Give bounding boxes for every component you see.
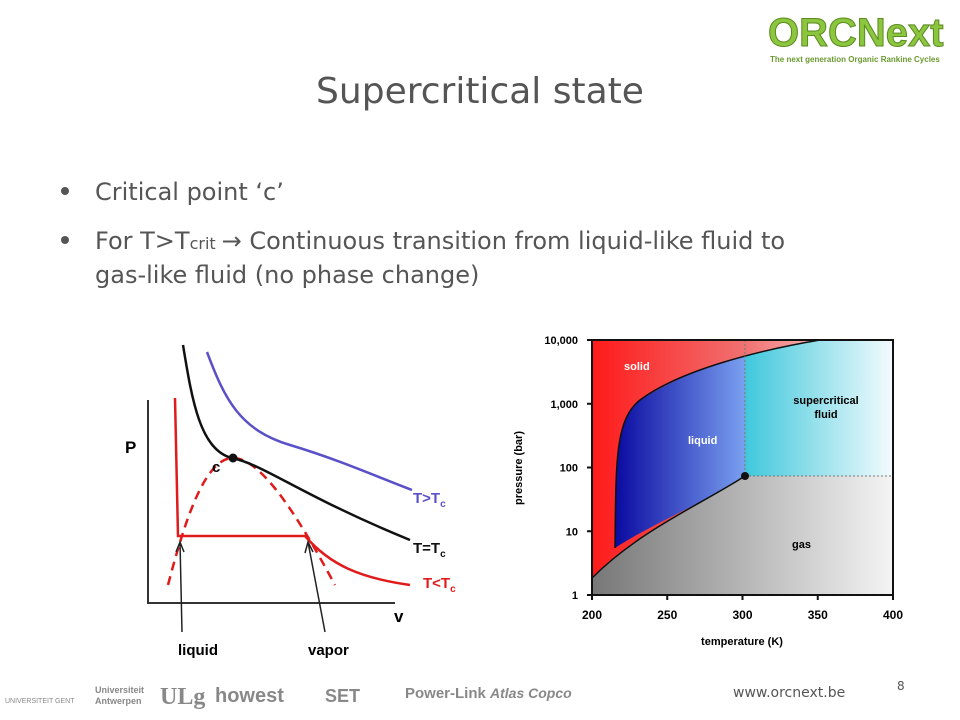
bullet-part: → Continuous transition from liquid-like… xyxy=(222,227,785,255)
arrow xyxy=(304,539,326,633)
bullet-dot xyxy=(61,187,69,195)
partner-logos: UNIVERSITEIT GENT Universiteit Antwerpen… xyxy=(5,684,572,710)
y-axis-label: P xyxy=(125,438,136,457)
x-tick-label: 350 xyxy=(808,608,828,622)
y-tick-label: 1 xyxy=(572,590,578,602)
subscript: crit xyxy=(190,234,216,253)
x-tick-label: 300 xyxy=(732,608,752,622)
arrow xyxy=(175,539,185,633)
melting-curve xyxy=(614,339,821,549)
x-tick-label: 400 xyxy=(883,608,903,622)
isotherm-above xyxy=(205,351,413,492)
curve-name: T=T xyxy=(413,540,440,557)
annotation: vapor xyxy=(308,642,349,659)
pv-diagram: P v c T>Tc T=Tc T<Tc liquid vapor xyxy=(125,344,456,659)
bullet-text: Critical point ‘c’ xyxy=(95,178,284,206)
slide-title: Supercritical state xyxy=(316,71,644,112)
x-axis-label: v xyxy=(394,607,404,626)
partner: Antwerpen xyxy=(95,696,142,706)
footer-url: www.orcnext.be xyxy=(733,685,845,701)
partner: ULg xyxy=(160,684,205,710)
partner: howest xyxy=(215,685,284,707)
curve-name: T>T xyxy=(413,490,440,507)
x-tick-label: 200 xyxy=(582,608,602,622)
bullet-part: For T>T xyxy=(95,227,190,255)
y-tick-label: 100 xyxy=(560,463,578,475)
curve-label: T<Tc xyxy=(423,575,456,595)
subscript: c xyxy=(440,549,446,560)
region-label: liquid xyxy=(688,435,717,447)
bullet-text: gas-like fluid (no phase change) xyxy=(95,261,479,289)
annotation: liquid xyxy=(178,642,218,659)
partner: Universiteit xyxy=(95,685,144,695)
partner: UNIVERSITEIT GENT xyxy=(5,698,75,705)
x-axis-label: temperature (K) xyxy=(701,636,783,648)
phase-diagram: solid liquid supercritical fluid gas tem… xyxy=(513,335,903,648)
bullet-list: Critical point ‘c’ For T>Tcrit → Continuo… xyxy=(61,178,785,289)
y-tick-label: 1,000 xyxy=(550,399,578,411)
subscript: c xyxy=(440,499,446,510)
region-label: gas xyxy=(792,539,811,551)
partner: SET xyxy=(325,686,360,706)
region-label: solid xyxy=(624,361,650,373)
curve-name: T<T xyxy=(423,575,450,592)
axes xyxy=(147,400,395,604)
logo-tagline: The next generation Organic Rankine Cycl… xyxy=(770,55,940,64)
point-label: c xyxy=(212,459,220,476)
critical-point xyxy=(741,472,749,480)
page-number: 8 xyxy=(897,679,905,693)
bullet-text: For T>Tcrit → Continuous transition from … xyxy=(95,227,785,255)
isotherm-below xyxy=(173,397,411,587)
critical-point xyxy=(228,453,238,463)
logo-name: ORCNext xyxy=(768,11,944,55)
saturation-dome xyxy=(166,456,337,586)
partner: Power-Link xyxy=(405,685,487,702)
y-tick-label: 10 xyxy=(566,526,578,538)
vaporization-curve xyxy=(591,475,746,579)
partner: Atlas Copco xyxy=(489,685,572,701)
subscript: c xyxy=(450,584,456,595)
supercritical-region xyxy=(745,340,893,476)
region-label: supercritical xyxy=(793,395,858,407)
bullet-dot xyxy=(61,236,69,244)
x-tick-label: 250 xyxy=(657,608,677,622)
gas-region xyxy=(592,476,893,595)
region-label: fluid xyxy=(814,409,837,421)
y-axis-label: pressure (bar) xyxy=(513,431,525,505)
y-tick-label: 10,000 xyxy=(544,335,578,347)
curve-label: T=Tc xyxy=(413,540,446,560)
liquid-region xyxy=(615,356,745,548)
orcnext-logo: ORCNext The next generation Organic Rank… xyxy=(768,11,945,65)
curve-label: T>Tc xyxy=(413,490,446,510)
